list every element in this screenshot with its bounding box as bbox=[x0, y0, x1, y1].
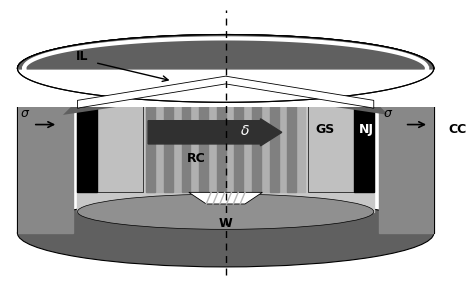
Polygon shape bbox=[77, 76, 374, 100]
Text: W: W bbox=[219, 217, 233, 230]
Polygon shape bbox=[77, 100, 144, 192]
Text: GS: GS bbox=[316, 123, 335, 136]
Polygon shape bbox=[13, 68, 439, 107]
Text: δ: δ bbox=[241, 124, 249, 138]
Polygon shape bbox=[234, 100, 243, 192]
Polygon shape bbox=[146, 100, 155, 192]
Text: σ: σ bbox=[21, 107, 28, 120]
Polygon shape bbox=[77, 76, 374, 108]
Ellipse shape bbox=[24, 39, 427, 97]
Ellipse shape bbox=[17, 35, 434, 102]
Polygon shape bbox=[146, 100, 305, 192]
Ellipse shape bbox=[17, 35, 434, 102]
Polygon shape bbox=[17, 68, 73, 233]
Polygon shape bbox=[164, 100, 173, 192]
Polygon shape bbox=[77, 76, 374, 108]
Ellipse shape bbox=[82, 47, 369, 94]
Polygon shape bbox=[308, 100, 374, 192]
Polygon shape bbox=[288, 100, 296, 192]
Polygon shape bbox=[77, 100, 97, 192]
Ellipse shape bbox=[20, 37, 432, 100]
Polygon shape bbox=[181, 100, 190, 192]
Polygon shape bbox=[270, 100, 279, 192]
Text: NJ: NJ bbox=[358, 123, 374, 136]
Polygon shape bbox=[189, 192, 262, 204]
Text: RC: RC bbox=[187, 152, 206, 165]
Text: CC: CC bbox=[448, 123, 466, 136]
Polygon shape bbox=[252, 100, 261, 192]
Polygon shape bbox=[217, 100, 226, 192]
Polygon shape bbox=[355, 100, 374, 192]
Polygon shape bbox=[378, 68, 434, 233]
Polygon shape bbox=[77, 94, 374, 212]
Polygon shape bbox=[63, 76, 388, 115]
Text: σ: σ bbox=[384, 107, 391, 120]
FancyArrow shape bbox=[148, 119, 282, 146]
Ellipse shape bbox=[21, 38, 431, 102]
Ellipse shape bbox=[77, 194, 374, 229]
Ellipse shape bbox=[17, 199, 434, 267]
Polygon shape bbox=[199, 100, 208, 192]
Text: IL: IL bbox=[75, 50, 88, 63]
